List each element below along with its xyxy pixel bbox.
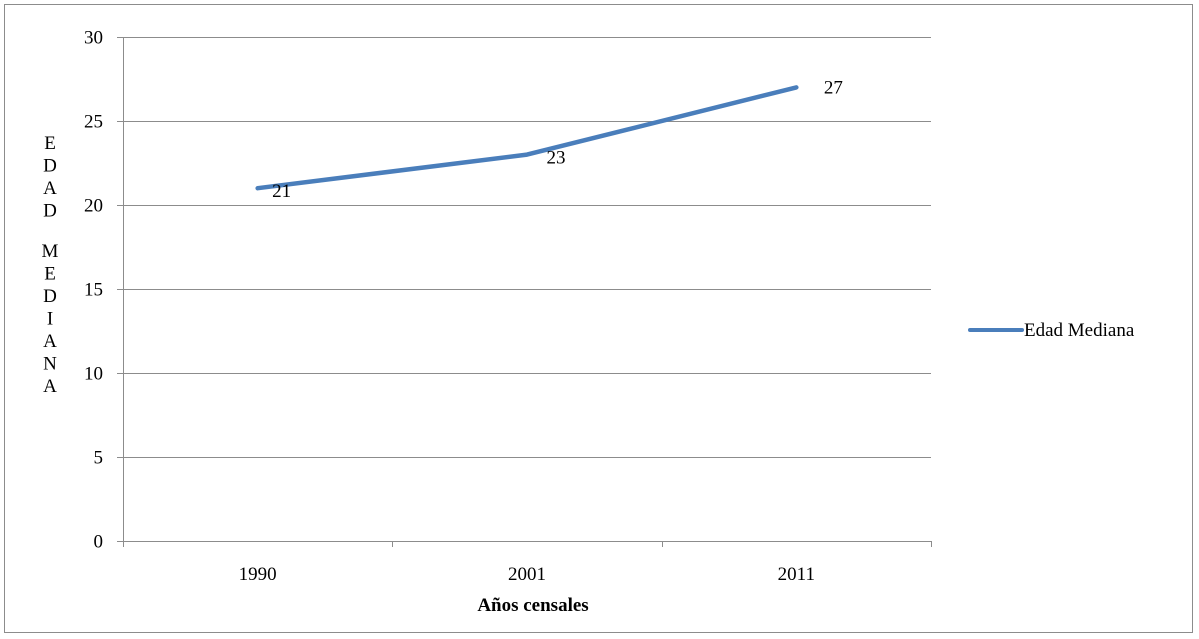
chart-svg: 0 5 10 15 20 25 30 1990 2001 2011 21 23 27 Años ce… bbox=[42, 28, 1135, 617]
legend: Edad Mediana bbox=[968, 320, 1135, 341]
axes bbox=[117, 37, 932, 547]
y-tick-label-10: 10 bbox=[84, 364, 103, 385]
y-axis-title-letter-8: I bbox=[47, 309, 53, 330]
x-tick-label-1990: 1990 bbox=[239, 564, 277, 585]
y-axis-title-letter-5: M bbox=[42, 241, 59, 262]
y-axis-title-letter-1: D bbox=[43, 156, 57, 177]
x-tick-labels: 1990 2001 2011 bbox=[239, 564, 815, 585]
y-axis-title-letter-6: E bbox=[44, 264, 56, 285]
y-axis-title-letter-2: A bbox=[43, 178, 57, 199]
y-tick-label-15: 15 bbox=[84, 280, 103, 301]
y-axis-title-letter-7: D bbox=[43, 286, 57, 307]
y-tick-label-0: 0 bbox=[94, 532, 104, 553]
gridlines bbox=[123, 37, 931, 458]
x-tick-label-2011: 2011 bbox=[778, 564, 815, 585]
y-axis-title-letter-10: N bbox=[43, 354, 57, 375]
series-lines bbox=[255, 85, 799, 191]
data-label-2001: 23 bbox=[547, 148, 566, 169]
series-line-edad-mediana bbox=[255, 85, 799, 191]
y-axis-title-letter-9: A bbox=[43, 331, 57, 352]
y-axis-title-letter-3: D bbox=[43, 201, 57, 222]
y-tick-label-25: 25 bbox=[84, 112, 103, 133]
y-tick-label-5: 5 bbox=[94, 448, 104, 469]
x-tick-label-2001: 2001 bbox=[508, 564, 546, 585]
data-label-1990: 21 bbox=[272, 181, 291, 202]
y-axis-title-letter-0: E bbox=[44, 133, 56, 154]
y-tick-labels: 0 5 10 15 20 25 30 bbox=[84, 28, 103, 553]
chart-frame: 0 5 10 15 20 25 30 1990 2001 2011 21 23 27 Años ce… bbox=[4, 4, 1193, 633]
data-label-2011: 27 bbox=[824, 77, 843, 98]
y-tick-label-30: 30 bbox=[84, 28, 103, 49]
data-labels: 21 23 27 bbox=[272, 77, 843, 202]
y-axis-title-letter-11: A bbox=[43, 376, 57, 397]
y-tick-label-20: 20 bbox=[84, 196, 103, 217]
x-axis-title: Años censales bbox=[477, 595, 588, 616]
legend-label-edad-mediana: Edad Mediana bbox=[1024, 320, 1135, 341]
